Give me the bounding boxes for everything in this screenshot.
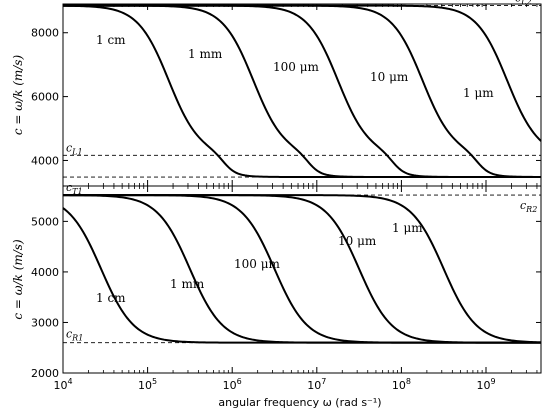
y-tick-label: 5000: [31, 215, 59, 228]
x-tick-label: 108: [392, 377, 411, 392]
series-line: [63, 4, 542, 142]
reference-label-cR2: cR2: [520, 199, 537, 214]
reference-label-cL2: cL2: [515, 0, 532, 7]
reference-label-cT1: cT1: [66, 181, 83, 196]
top-panel: 4000 6000 8000 cL2 cL1 cT1 1 cm 1 mm 100 μm 10 μm…: [11, 0, 542, 196]
bottom-panel: 2000 3000 4000 5000 cR2 cR1 1 cm 1 mm 100 μm 10 μ…: [11, 185, 542, 392]
series-label: 1 μm: [463, 86, 494, 100]
series-label: 1 μm: [392, 221, 423, 235]
plot-frame: [62, 185, 542, 374]
x-tick-label: 106: [223, 377, 242, 392]
reference-label-cL1: cL1: [66, 141, 83, 156]
x-tick-label: 104: [53, 377, 72, 392]
reference-label-cR1: cR1: [66, 328, 83, 343]
y-tick-label: 6000: [31, 91, 59, 104]
x-tick-label: 109: [476, 377, 495, 392]
series-label: 1 cm: [96, 33, 126, 47]
y-axis-label: c = ω/k (m/s): [11, 55, 25, 136]
y-tick-label: 4000: [31, 266, 59, 279]
y-tick-label: 8000: [31, 27, 59, 40]
series-line: [63, 194, 541, 344]
y-tick-label: 3000: [31, 316, 59, 329]
series-label: 10 μm: [370, 70, 409, 84]
series-line: [63, 194, 542, 344]
series-label: 1 mm: [188, 47, 223, 61]
y-tick-label: 4000: [31, 154, 59, 167]
series-label: 10 μm: [338, 234, 377, 248]
y-axis-label: c = ω/k (m/s): [11, 239, 25, 320]
y-tick-label: 2000: [31, 367, 59, 380]
x-axis-label: angular frequency ω (rad s⁻¹): [218, 396, 381, 409]
series-label: 100 μm: [234, 257, 281, 271]
x-tick-label: 107: [307, 377, 326, 392]
series-label: 1 cm: [96, 291, 126, 305]
series-line: [62, 207, 541, 344]
series-label: 100 μm: [273, 60, 320, 74]
series-label: 1 mm: [170, 277, 205, 291]
x-tick-label: 105: [138, 377, 157, 392]
